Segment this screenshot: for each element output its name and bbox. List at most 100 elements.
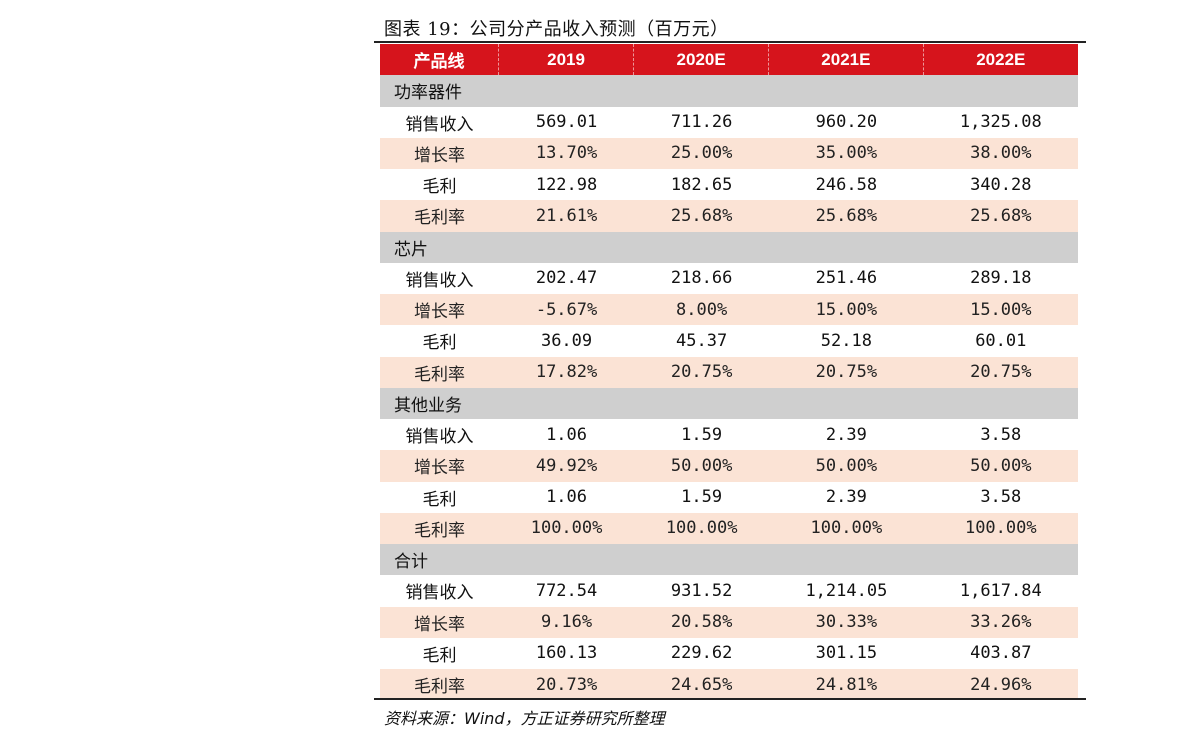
value-cell: 1.59 bbox=[681, 424, 723, 445]
value-cell: 289.18 bbox=[970, 268, 1032, 289]
value-cell: 13.70% bbox=[499, 137, 635, 169]
source-note: 资料来源：Wind，方正证券研究所整理 bbox=[384, 709, 665, 728]
value-cell: 30.33% bbox=[769, 606, 924, 638]
value-cell: 1.59 bbox=[681, 487, 723, 508]
row-label: 毛利 bbox=[422, 489, 457, 510]
value-cell: 24.96% bbox=[923, 669, 1078, 701]
value-cell: 100.00% bbox=[769, 512, 924, 544]
row-label: 毛利 bbox=[422, 645, 457, 666]
value-cell: 25.68% bbox=[923, 200, 1078, 232]
table-row: 毛利率 17.82% 20.75% 20.75% 20.75% bbox=[380, 356, 1078, 388]
value-cell: 100.00% bbox=[923, 512, 1078, 544]
value-cell: 25.68% bbox=[634, 200, 770, 232]
section-row: 芯片 bbox=[380, 231, 1078, 263]
value-cell: 60.01 bbox=[975, 330, 1027, 351]
section-title: 芯片 bbox=[380, 231, 1078, 263]
row-label: 销售收入 bbox=[405, 114, 474, 135]
row-label: 毛利率 bbox=[380, 669, 499, 701]
row-label: 毛利率 bbox=[380, 512, 499, 544]
value-cell: 403.87 bbox=[970, 643, 1032, 664]
value-cell: 24.81% bbox=[769, 669, 924, 701]
table-row: 销售收入 202.47 218.66 251.46 289.18 bbox=[380, 263, 1078, 294]
row-label: 毛利率 bbox=[380, 200, 499, 232]
table-body: 功率器件 销售收入 569.01 711.26 960.20 1,325.08 增长率 13.… bbox=[380, 75, 1078, 701]
value-cell: 1.06 bbox=[546, 487, 588, 508]
value-cell: 100.00% bbox=[499, 512, 635, 544]
row-label: 增长率 bbox=[380, 606, 499, 638]
forecast-table: 产品线 2019 2020E 2021E 2022E 功率器件销售收入 569.0… bbox=[380, 44, 1078, 701]
value-cell: 9.16% bbox=[499, 606, 635, 638]
value-cell: 36.09 bbox=[540, 330, 593, 351]
table-row: 增长率 49.92% 50.00% 50.00% 50.00% bbox=[380, 450, 1078, 482]
header-cell-2020e: 2020E bbox=[634, 44, 770, 76]
value-cell: 50.00% bbox=[923, 450, 1078, 482]
section-row: 功率器件 bbox=[380, 75, 1078, 107]
row-label: 毛利 bbox=[422, 177, 457, 198]
value-cell: 122.98 bbox=[535, 174, 598, 195]
value-cell: 17.82% bbox=[499, 356, 635, 388]
header-cell-product-line: 产品线 bbox=[380, 44, 499, 76]
value-cell: 182.65 bbox=[670, 174, 733, 195]
table-row: 毛利率 100.00% 100.00% 100.00% 100.00% bbox=[380, 512, 1078, 544]
value-cell: 25.00% bbox=[634, 137, 770, 169]
table-row: 销售收入 772.54 931.52 1,214.05 1,617.84 bbox=[380, 575, 1078, 606]
value-cell: -5.67% bbox=[499, 294, 635, 326]
value-cell: 569.01 bbox=[535, 112, 598, 133]
row-label: 增长率 bbox=[380, 450, 499, 482]
value-cell: 2.39 bbox=[825, 487, 867, 508]
value-cell: 15.00% bbox=[923, 294, 1078, 326]
table-row: 销售收入 569.01 711.26 960.20 1,325.08 bbox=[380, 107, 1078, 138]
value-cell: 340.28 bbox=[970, 174, 1032, 195]
value-cell: 1,617.84 bbox=[959, 580, 1042, 601]
value-cell: 218.66 bbox=[670, 268, 733, 289]
value-cell: 35.00% bbox=[769, 137, 924, 169]
value-cell: 50.00% bbox=[769, 450, 924, 482]
table-row: 销售收入 1.06 1.59 2.39 3.58 bbox=[380, 419, 1078, 450]
row-label: 销售收入 bbox=[405, 270, 474, 291]
value-cell: 2.39 bbox=[825, 424, 867, 445]
table-row: 增长率 -5.67% 8.00% 15.00% 15.00% bbox=[380, 294, 1078, 326]
value-cell: 251.46 bbox=[815, 268, 878, 289]
table-row: 毛利 36.09 45.37 52.18 60.01 bbox=[380, 325, 1078, 356]
row-label: 毛利 bbox=[422, 333, 457, 354]
value-cell: 3.58 bbox=[980, 487, 1022, 508]
row-label: 增长率 bbox=[380, 294, 499, 326]
value-cell: 38.00% bbox=[923, 137, 1078, 169]
value-cell: 3.58 bbox=[980, 424, 1022, 445]
section-row: 其他业务 bbox=[380, 387, 1078, 419]
value-cell: 25.68% bbox=[769, 200, 924, 232]
header-cell-2019: 2019 bbox=[499, 44, 635, 76]
value-cell: 20.73% bbox=[499, 669, 635, 701]
bottom-rule bbox=[374, 698, 1086, 700]
row-label: 增长率 bbox=[380, 137, 499, 169]
value-cell: 202.47 bbox=[535, 268, 598, 289]
top-rule bbox=[374, 41, 1086, 43]
value-cell: 711.26 bbox=[670, 112, 733, 133]
table-row: 毛利率 21.61% 25.68% 25.68% 25.68% bbox=[380, 200, 1078, 232]
value-cell: 20.58% bbox=[634, 606, 770, 638]
table-row: 毛利 160.13 229.62 301.15 403.87 bbox=[380, 638, 1078, 669]
value-cell: 15.00% bbox=[769, 294, 924, 326]
value-cell: 960.20 bbox=[815, 112, 878, 133]
value-cell: 24.65% bbox=[634, 669, 770, 701]
value-cell: 931.52 bbox=[670, 580, 733, 601]
row-label: 销售收入 bbox=[405, 427, 474, 448]
value-cell: 301.15 bbox=[815, 643, 878, 664]
value-cell: 20.75% bbox=[923, 356, 1078, 388]
header-cell-2022e: 2022E bbox=[923, 44, 1078, 76]
table-row: 增长率 13.70% 25.00% 35.00% 38.00% bbox=[380, 137, 1078, 169]
value-cell: 1.06 bbox=[546, 424, 588, 445]
value-cell: 21.61% bbox=[499, 200, 635, 232]
section-title: 其他业务 bbox=[380, 387, 1078, 419]
value-cell: 1,325.08 bbox=[959, 112, 1042, 133]
value-cell: 160.13 bbox=[535, 643, 598, 664]
header-cell-2021e: 2021E bbox=[769, 44, 924, 76]
value-cell: 20.75% bbox=[634, 356, 770, 388]
value-cell: 1,214.05 bbox=[805, 580, 888, 601]
section-title: 合计 bbox=[380, 544, 1078, 576]
table-row: 毛利 1.06 1.59 2.39 3.58 bbox=[380, 482, 1078, 513]
section-row: 合计 bbox=[380, 544, 1078, 576]
row-label: 销售收入 bbox=[405, 583, 474, 604]
table-row: 毛利率 20.73% 24.65% 24.81% 24.96% bbox=[380, 669, 1078, 701]
value-cell: 33.26% bbox=[923, 606, 1078, 638]
